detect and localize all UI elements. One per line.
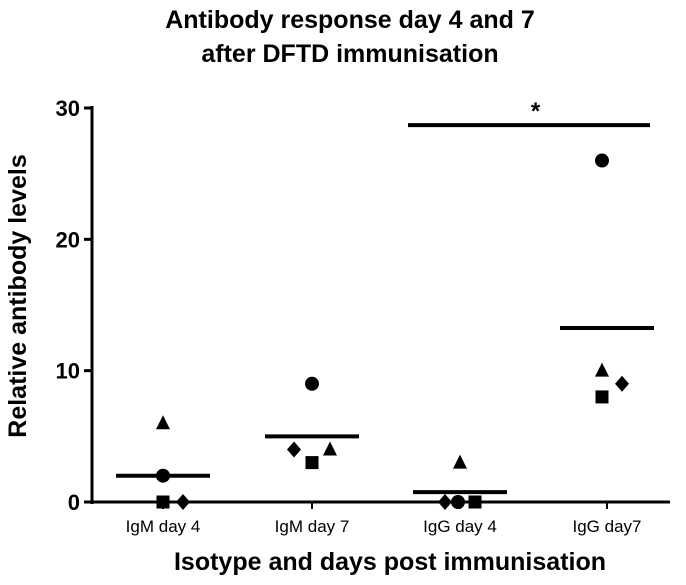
square-marker — [305, 456, 319, 470]
diamond-marker — [287, 441, 301, 458]
triangle-marker — [453, 454, 467, 469]
y-tick-label: 20 — [56, 227, 80, 252]
diamond-marker — [615, 375, 629, 392]
square-marker — [595, 390, 609, 404]
x-tick-label: IgG day7 — [573, 517, 642, 536]
y-axis-label: Relative antibody levels — [4, 154, 32, 437]
y-tick-label: 30 — [56, 96, 80, 121]
x-tick-label: IgM day 4 — [126, 517, 201, 536]
x-tick-label: IgM day 7 — [275, 517, 350, 536]
triangle-marker — [323, 441, 337, 456]
x-axis-label: Isotype and days post immunisation — [174, 548, 606, 576]
chart-title-line1: Antibody response day 4 and 7 — [165, 6, 535, 34]
triangle-marker — [595, 362, 609, 377]
y-tick-label: 10 — [56, 359, 80, 384]
circle-marker — [305, 376, 319, 391]
triangle-marker — [156, 415, 170, 430]
diamond-marker — [438, 494, 452, 510]
significance-label: * — [531, 98, 541, 125]
circle-marker — [595, 153, 609, 168]
x-tick-label: IgG day 4 — [423, 517, 497, 536]
square-marker — [156, 495, 170, 509]
y-tick-label: 0 — [68, 490, 80, 515]
chart-title-line2: after DFTD immunisation — [201, 40, 498, 68]
diamond-marker — [176, 494, 190, 510]
square-marker — [468, 495, 482, 509]
circle-marker — [451, 495, 465, 509]
plot-area: 0 10 20 30 IgM day 4 IgM day 7 IgG day 4 IgG da… — [56, 96, 670, 536]
